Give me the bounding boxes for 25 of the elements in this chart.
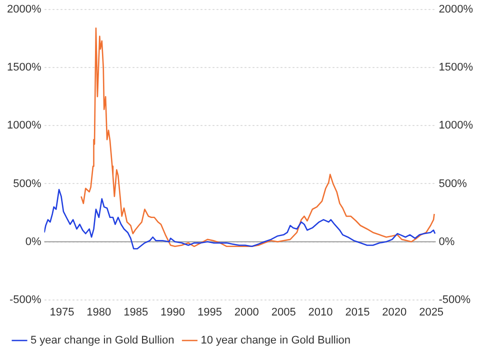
y-tick-label: 1500% <box>6 62 42 74</box>
y-tick-label: -500% <box>9 294 42 306</box>
x-tick-label: 1990 <box>160 306 186 318</box>
y2-tick-label: 0% <box>438 236 455 248</box>
y2-tick-label: 1000% <box>438 120 474 132</box>
x-tick-label: 2010 <box>308 306 333 318</box>
x-tick-label: 2025 <box>419 306 444 318</box>
legend-label: 5 year change in Gold Bullion <box>30 334 174 347</box>
y2-tick-label: 1500% <box>438 62 474 74</box>
x-tick-label: 1975 <box>50 306 74 318</box>
y2-tick-label: 500% <box>438 178 468 190</box>
x-tick-label: 1995 <box>197 306 222 318</box>
x-tick-label: 2000 <box>234 306 259 318</box>
y2-tick-label: -500% <box>438 294 471 306</box>
x-tick-label: 1985 <box>124 306 148 318</box>
y-tick-label: 500% <box>13 178 42 190</box>
y2-tick-label: 2000% <box>438 4 474 16</box>
y-tick-label: 0% <box>25 236 42 248</box>
legend-label: 10 year change in Gold Bullion <box>200 334 351 347</box>
x-tick-label: 1980 <box>86 306 112 318</box>
x-tick-label: 2005 <box>271 306 296 318</box>
y-tick-label: 2000% <box>6 4 42 16</box>
x-tick-label: 2015 <box>345 306 370 318</box>
y-tick-label: 1000% <box>6 120 42 132</box>
x-tick-label: 2020 <box>382 306 407 318</box>
